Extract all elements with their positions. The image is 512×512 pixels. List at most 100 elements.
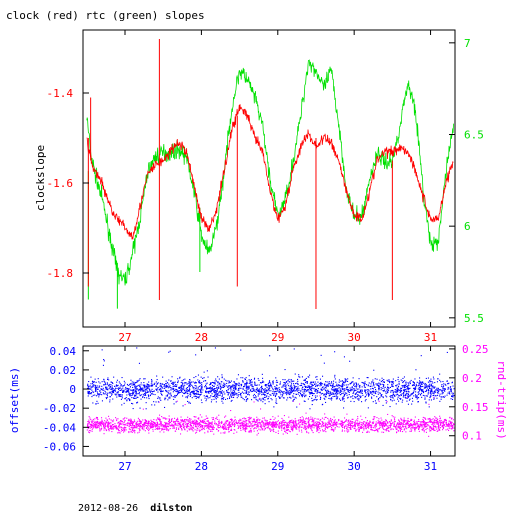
rndtrip-point (355, 423, 357, 425)
offset-point (297, 378, 299, 380)
rndtrip-point (95, 422, 97, 424)
offset-point (270, 384, 272, 386)
offset-point (209, 397, 211, 399)
rndtrip-point (193, 427, 195, 429)
rndtrip-point (247, 417, 249, 419)
offset-point (93, 381, 95, 383)
offset-point (121, 395, 123, 397)
rndtrip-point (312, 423, 314, 425)
rndtrip-point (163, 417, 165, 419)
offset-point (405, 393, 407, 395)
rndtrip-point (243, 417, 245, 419)
offset-point (104, 382, 106, 384)
offset-point (245, 390, 247, 392)
offset-point (338, 381, 340, 383)
rndtrip-point (434, 422, 436, 424)
rndtrip-point (180, 424, 182, 426)
rndtrip-point (333, 423, 335, 425)
offset-point (249, 382, 251, 384)
rndtrip-point (449, 417, 451, 419)
offset-point (291, 391, 293, 393)
offset-point (403, 390, 405, 392)
offset-point (397, 391, 399, 393)
rndtrip-point (202, 422, 204, 424)
rndtrip-point (169, 428, 171, 430)
offset-point (392, 391, 394, 393)
rndtrip-point (158, 418, 160, 420)
offset-point (175, 390, 177, 392)
rndtrip-point (258, 422, 260, 424)
rndtrip-point (134, 432, 136, 434)
offset-point (305, 395, 307, 397)
rndtrip-point (123, 428, 125, 430)
offset-point (221, 400, 223, 402)
offset-point (214, 391, 216, 393)
offset-point (269, 385, 271, 387)
rndtrip-point (300, 419, 302, 421)
offset-point (375, 389, 377, 391)
rndtrip-point (272, 425, 274, 427)
offset-point (213, 398, 215, 400)
offset-point (149, 385, 151, 387)
rndtrip-point (398, 421, 400, 423)
rndtrip-point (418, 425, 420, 427)
rndtrip-point (423, 420, 425, 422)
rndtrip-point (442, 427, 444, 429)
offset-point (146, 383, 148, 385)
offset-point (245, 391, 247, 393)
rndtrip-point (157, 428, 159, 430)
offset-point (223, 384, 225, 386)
offset-point (402, 382, 404, 384)
rndtrip-point (202, 425, 204, 427)
offset-point (144, 397, 146, 399)
offset-point (102, 392, 104, 394)
offset-point (378, 387, 380, 389)
offset-point (165, 395, 167, 397)
offset-point (440, 389, 442, 391)
rndtrip-point (276, 425, 278, 427)
offset-point (147, 387, 149, 389)
offset-point (254, 382, 256, 384)
offset-point (193, 394, 195, 396)
offset-point (270, 390, 272, 392)
offset-point (200, 376, 202, 378)
offset-point (353, 388, 355, 390)
offset-point (118, 394, 120, 396)
rndtrip-point (423, 421, 425, 423)
rndtrip-point (151, 426, 153, 428)
offset-point (284, 392, 286, 394)
rndtrip-point (200, 420, 202, 422)
offset-point (431, 385, 433, 387)
top-x-tick-label: 27 (118, 331, 131, 344)
offset-point (309, 408, 311, 410)
offset-point (408, 383, 410, 385)
rndtrip-point (441, 425, 443, 427)
rndtrip-point (402, 423, 404, 425)
rndtrip-point (90, 430, 92, 432)
offset-point (286, 392, 288, 394)
offset-point (200, 399, 202, 401)
offset-point (419, 389, 421, 391)
rndtrip-point (395, 428, 397, 430)
offset-point (429, 396, 431, 398)
offset-point (111, 393, 113, 395)
rndtrip-point (394, 421, 396, 423)
rndtrip-point (420, 425, 422, 427)
rndtrip-point (277, 432, 279, 434)
rndtrip-point (410, 427, 412, 429)
rndtrip-point (334, 421, 336, 423)
offset-point (385, 399, 387, 401)
offset-point (246, 382, 248, 384)
offset-point (311, 381, 313, 383)
offset-point (116, 387, 118, 389)
offset-point (90, 386, 92, 388)
rndtrip-point (382, 421, 384, 423)
rndtrip-point (276, 421, 278, 423)
offset-point (242, 380, 244, 382)
rndtrip-point (262, 422, 264, 424)
rndtrip-point (413, 423, 415, 425)
rndtrip-point (94, 418, 96, 420)
rndtrip-point (269, 418, 271, 420)
rndtrip-point (437, 423, 439, 425)
rndtrip-point (92, 427, 94, 429)
